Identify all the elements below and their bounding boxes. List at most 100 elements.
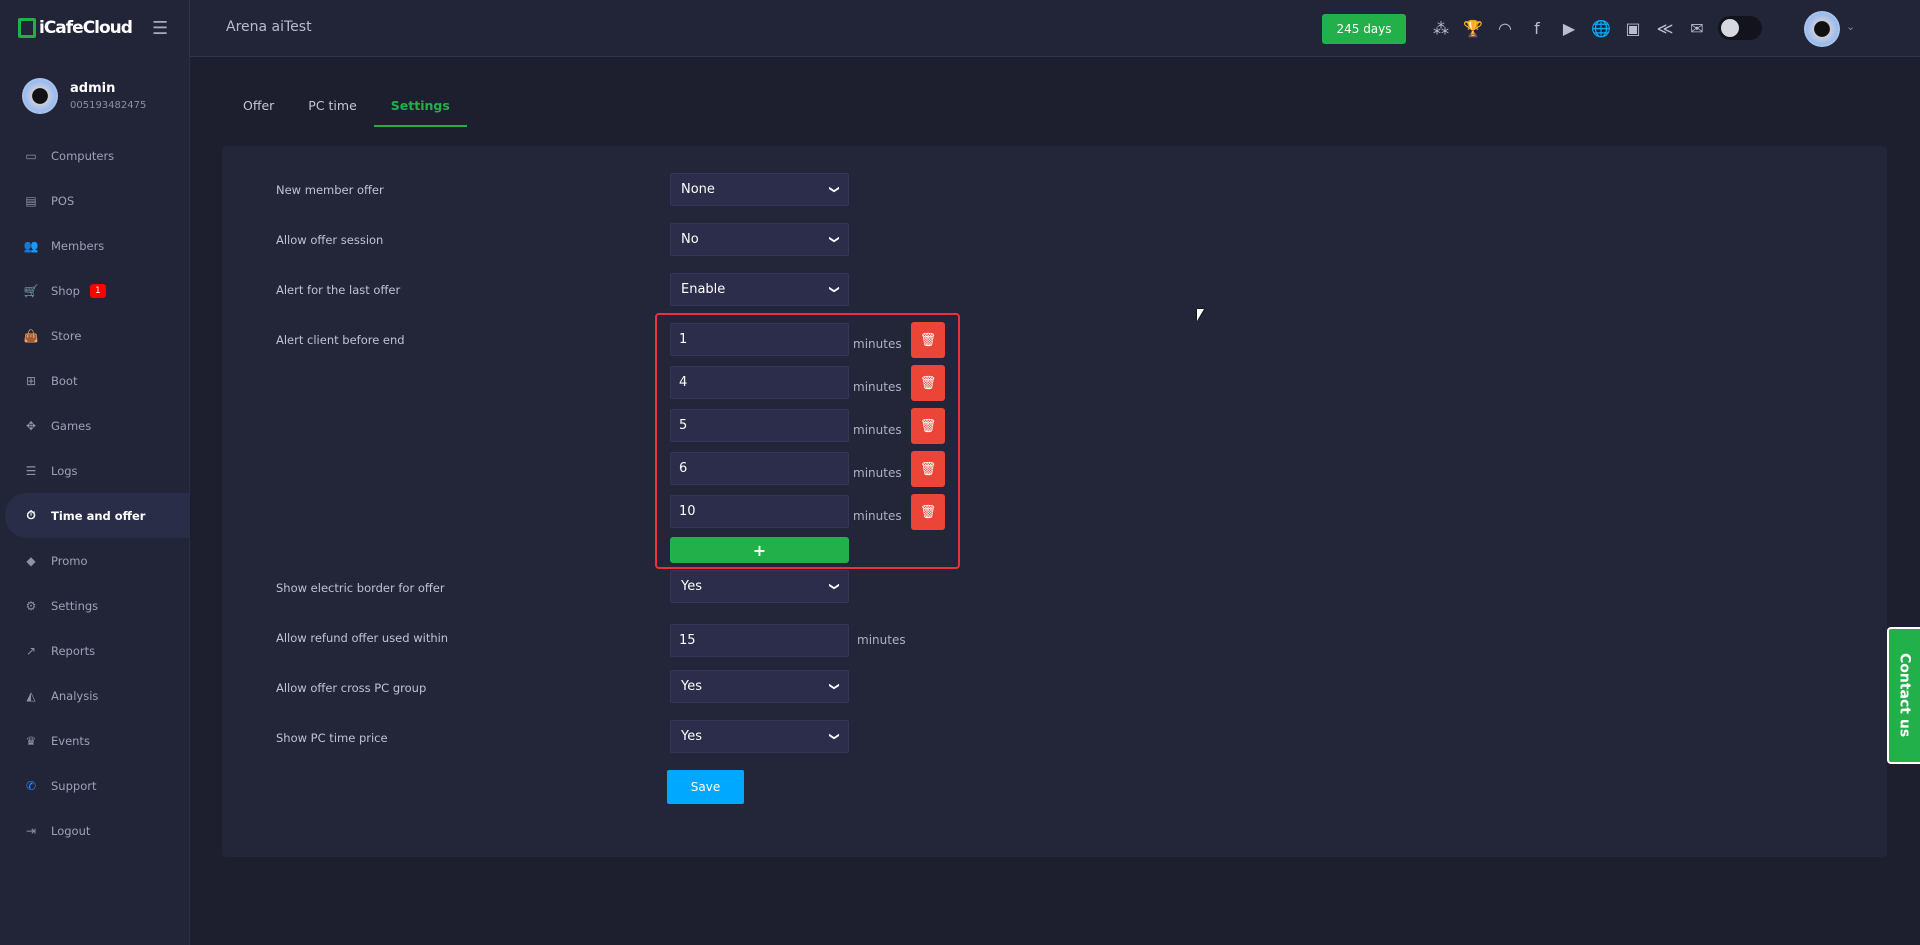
selected-value: None xyxy=(681,182,715,197)
contact-us-button[interactable]: Contact us xyxy=(1887,627,1920,764)
chevron-down-icon: ❯ xyxy=(828,732,840,741)
bag-icon: 👜 xyxy=(23,328,39,343)
highlight-box xyxy=(655,313,960,569)
chevron-down-icon: ❯ xyxy=(828,285,840,294)
sidebar-item-members[interactable]: 👥 Members xyxy=(5,223,190,268)
ranking-icon[interactable]: ⁂ xyxy=(1433,18,1449,38)
cash-register-icon: ▤ xyxy=(25,193,37,208)
trash-icon: 🗑 xyxy=(919,461,937,477)
users-icon: 👥 xyxy=(23,238,39,253)
trash-icon: 🗑 xyxy=(919,375,937,391)
settings-panel xyxy=(222,146,1887,857)
sidebar-item-label: Logout xyxy=(51,823,91,838)
gamepad-icon: ✥ xyxy=(25,418,37,433)
show-pc-time-price-label: Show PC time price xyxy=(276,731,388,745)
alert-minutes-input[interactable]: 4 xyxy=(670,366,849,399)
alert-minutes-input[interactable]: 6 xyxy=(670,452,849,485)
save-button[interactable]: Save xyxy=(667,770,744,804)
tab-offer[interactable]: Offer xyxy=(243,98,275,113)
sidebar-item-settings[interactable]: ⚙ Settings xyxy=(5,583,190,628)
new-member-offer-label: New member offer xyxy=(276,183,384,197)
alert-last-offer-select[interactable]: Enable ❯ xyxy=(670,273,849,306)
sidebar-nav: ▭ Computers ▤ POS 👥 Members 🛒 Shop 1 👜 Store ⊞ Boot ✥… xyxy=(5,133,190,853)
delete-alert-button[interactable]: 🗑 xyxy=(911,408,945,444)
cart-icon: 🛒 xyxy=(23,283,39,298)
delete-alert-button[interactable]: 🗑 xyxy=(911,365,945,401)
add-alert-button[interactable]: + xyxy=(670,537,849,563)
sidebar-item-computers[interactable]: ▭ Computers xyxy=(5,133,190,178)
sidebar-item-promo[interactable]: ◆ Promo xyxy=(5,538,190,583)
sidebar-item-logs[interactable]: ☰ Logs xyxy=(5,448,190,493)
mail-icon[interactable]: ✉ xyxy=(1690,18,1704,38)
alert-minutes-input[interactable]: 10 xyxy=(670,495,849,528)
sidebar-item-label: Computers xyxy=(51,148,115,163)
theme-toggle[interactable] xyxy=(1718,16,1762,40)
chevron-down-icon: ❯ xyxy=(828,582,840,591)
brand-name: iCafeCloud xyxy=(39,18,133,38)
sidebar-item-shop[interactable]: 🛒 Shop 1 xyxy=(5,268,190,313)
selected-value: Yes xyxy=(681,729,702,744)
facebook-icon[interactable]: f xyxy=(1534,18,1540,38)
chevron-down-icon[interactable]: ⌄ xyxy=(1846,20,1856,33)
trash-icon: 🗑 xyxy=(919,418,937,434)
line-chart-icon: ↗ xyxy=(25,643,37,658)
sidebar-item-support[interactable]: ✆ Support xyxy=(5,763,190,808)
sidebar-item-analysis[interactable]: ◭ Analysis xyxy=(5,673,190,718)
cross-pc-group-select[interactable]: Yes ❯ xyxy=(670,670,849,703)
sidebar-item-boot[interactable]: ⊞ Boot xyxy=(5,358,190,403)
mouse-cursor-icon xyxy=(1197,309,1204,321)
sidebar-item-events[interactable]: ♛ Events xyxy=(5,718,190,763)
selected-value: Yes xyxy=(681,579,702,594)
sidebar-item-label: Shop xyxy=(51,283,80,298)
sidebar-item-logout[interactable]: ⇥ Logout xyxy=(5,808,190,853)
sidebar-item-pos[interactable]: ▤ POS xyxy=(5,178,190,223)
alert-before-end-label: Alert client before end xyxy=(276,333,405,347)
sidebar-item-label: Logs xyxy=(51,463,78,478)
windows-icon: ⊞ xyxy=(25,373,37,388)
hamburger-menu-icon[interactable]: ☰ xyxy=(152,18,169,39)
delete-alert-button[interactable]: 🗑 xyxy=(911,322,945,358)
show-pc-time-price-select[interactable]: Yes ❯ xyxy=(670,720,849,753)
rss-icon[interactable]: ◠ xyxy=(1498,18,1512,38)
license-days-button[interactable]: 245 days xyxy=(1322,14,1406,44)
header-avatar[interactable] xyxy=(1804,11,1840,47)
alert-last-offer-label: Alert for the last offer xyxy=(276,283,401,297)
sidebar-item-games[interactable]: ✥ Games xyxy=(5,403,190,448)
delete-alert-button[interactable]: 🗑 xyxy=(911,494,945,530)
sidebar xyxy=(0,0,190,945)
brand-logo[interactable]: iCafeCloud xyxy=(18,18,133,38)
globe-icon[interactable]: 🌐 xyxy=(1591,18,1611,38)
top-header xyxy=(0,0,1920,57)
sidebar-item-label: Support xyxy=(51,778,97,793)
sidebar-item-time-and-offer[interactable]: ⏱ Time and offer xyxy=(5,493,190,538)
chevron-down-icon: ❯ xyxy=(828,235,840,244)
refund-within-input[interactable]: 15 xyxy=(670,624,849,657)
icafe-logo-icon[interactable]: ▣ xyxy=(1625,18,1641,38)
monitor-icon: ▭ xyxy=(25,148,37,163)
gear-icon: ⚙ xyxy=(25,598,37,613)
tab-pc-time[interactable]: PC time xyxy=(308,98,357,113)
header-divider xyxy=(189,0,190,57)
sidebar-item-label: Reports xyxy=(51,643,96,658)
sidebar-item-label: Members xyxy=(51,238,105,253)
allow-offer-session-label: Allow offer session xyxy=(276,233,384,247)
allow-offer-session-select[interactable]: No ❯ xyxy=(670,223,849,256)
alert-minutes-input[interactable]: 5 xyxy=(670,409,849,442)
shop-badge: 1 xyxy=(89,283,106,298)
selected-value: Yes xyxy=(681,679,702,694)
chevron-down-icon: ❯ xyxy=(828,682,840,691)
icafe-logo-icon xyxy=(18,18,36,38)
trophy-icon[interactable]: 🏆 xyxy=(1463,18,1483,38)
alert-minutes-unit: minutes xyxy=(853,337,902,351)
alert-minutes-input[interactable]: 1 xyxy=(670,323,849,356)
youtube-icon[interactable]: ▶ xyxy=(1562,18,1576,38)
tab-settings[interactable]: Settings xyxy=(373,90,467,127)
sidebar-item-store[interactable]: 👜 Store xyxy=(5,313,190,358)
cafe-name: Arena aiTest xyxy=(226,19,312,35)
sidebar-item-reports[interactable]: ↗ Reports xyxy=(5,628,190,673)
new-member-offer-select[interactable]: None ❯ xyxy=(670,173,849,206)
delete-alert-button[interactable]: 🗑 xyxy=(911,451,945,487)
brand-icon[interactable]: ≪ xyxy=(1656,18,1674,38)
electric-border-select[interactable]: Yes ❯ xyxy=(670,570,849,603)
trash-icon: 🗑 xyxy=(919,504,937,520)
